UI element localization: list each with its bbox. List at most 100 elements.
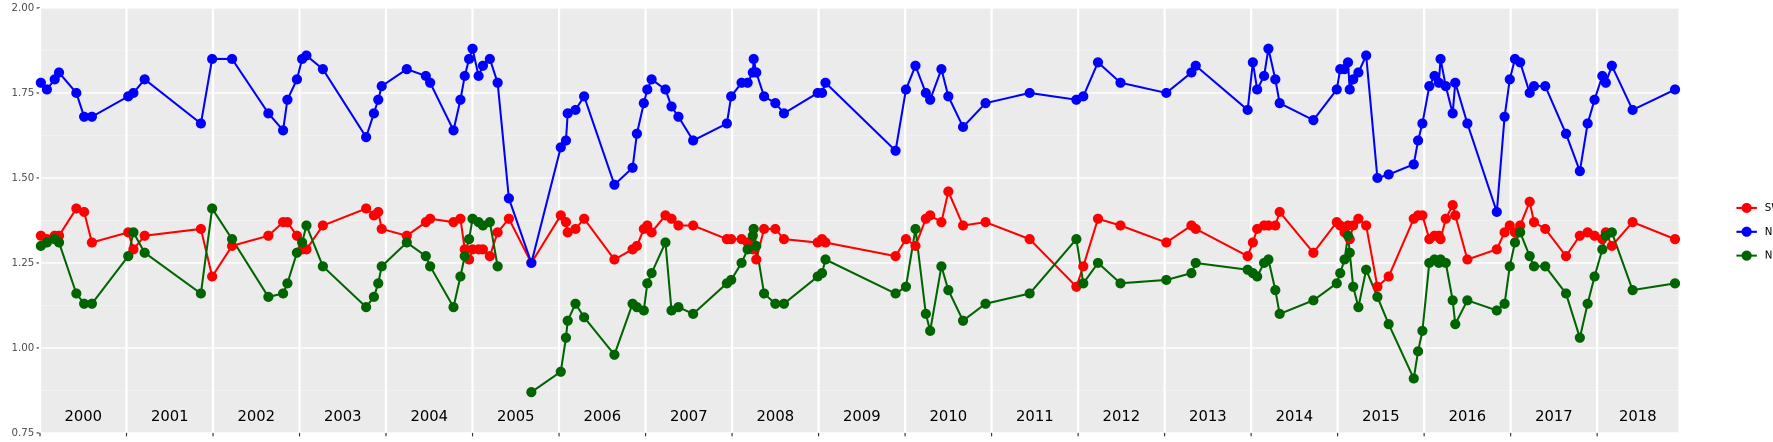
data-point: [1270, 285, 1281, 296]
data-point: [890, 145, 901, 156]
year-label: 2005: [497, 408, 535, 425]
data-point: [1412, 135, 1424, 146]
data-point: [1383, 271, 1394, 282]
data-point: [1344, 247, 1355, 258]
data-point: [742, 244, 753, 255]
data-point: [425, 77, 436, 88]
data-point: [609, 179, 620, 190]
data-point: [666, 213, 677, 224]
data-point: [562, 108, 573, 119]
data-point: [816, 268, 828, 279]
data-point: [820, 254, 831, 265]
data-point: [638, 98, 649, 109]
year-label: 2012: [1103, 408, 1141, 425]
data-point: [1440, 213, 1451, 224]
data-point: [1450, 319, 1461, 330]
data-point: [361, 203, 372, 214]
data-point: [291, 74, 303, 85]
data-point: [925, 94, 936, 105]
data-point: [1528, 81, 1540, 92]
data-point: [373, 278, 384, 289]
year-label: 2016: [1449, 408, 1487, 425]
data-point: [570, 298, 581, 309]
data-point: [282, 217, 293, 228]
data-point: [1024, 288, 1035, 299]
data-point: [627, 162, 638, 173]
data-point: [53, 237, 65, 248]
data-point: [86, 298, 98, 309]
data-point: [1669, 234, 1681, 245]
data-point: [579, 312, 590, 323]
data-point: [742, 77, 753, 88]
data-point: [1574, 332, 1585, 343]
data-point: [980, 298, 991, 309]
data-point: [1509, 237, 1521, 248]
data-point: [492, 227, 503, 238]
data-point: [1627, 285, 1638, 296]
data-point: [758, 223, 770, 235]
year-label: 2004: [410, 408, 448, 425]
data-point: [1274, 206, 1285, 218]
data-point: [373, 206, 384, 218]
data-point: [820, 237, 831, 248]
data-point: [560, 135, 572, 146]
data-point: [467, 43, 478, 54]
data-point: [957, 121, 969, 133]
data-point: [263, 108, 274, 119]
data-point: [1540, 223, 1551, 235]
year-label: 2010: [930, 408, 968, 425]
data-point: [1161, 274, 1172, 286]
data-point: [207, 271, 218, 282]
data-point: [1499, 111, 1510, 122]
data-point: [736, 257, 747, 269]
data-point: [455, 271, 466, 282]
data-point: [1450, 210, 1461, 221]
data-point: [1627, 104, 1638, 116]
data-point: [890, 288, 901, 299]
year-label: 2007: [670, 408, 708, 425]
data-point: [1161, 87, 1172, 99]
data-point: [562, 227, 573, 238]
data-point: [1524, 196, 1535, 207]
data-point: [1540, 261, 1551, 272]
data-point: [778, 108, 790, 119]
data-point: [1600, 77, 1611, 88]
data-point: [1515, 57, 1526, 68]
year-label: 2009: [843, 408, 881, 425]
data-point: [1462, 118, 1473, 129]
data-point: [291, 247, 303, 258]
data-point: [463, 53, 475, 65]
data-point: [943, 285, 954, 296]
data-point: [555, 366, 566, 377]
data-point: [980, 98, 991, 109]
data-point: [758, 288, 770, 299]
data-point: [936, 217, 947, 228]
data-point: [1589, 94, 1600, 105]
data-point: [726, 274, 737, 286]
data-point: [1582, 298, 1593, 309]
data-point: [1242, 104, 1253, 116]
data-point: [770, 223, 781, 235]
data-point: [816, 87, 828, 99]
y-tick-label: 1.75: [12, 88, 35, 99]
data-point: [1190, 257, 1201, 269]
data-point: [1540, 81, 1551, 92]
data-point: [1499, 298, 1510, 309]
data-point: [1361, 220, 1372, 231]
data-point: [1342, 57, 1354, 68]
year-label: 2011: [1016, 408, 1054, 425]
data-point: [910, 223, 921, 235]
data-point: [1071, 234, 1082, 245]
data-point: [376, 223, 387, 235]
data-point: [139, 230, 150, 241]
data-point: [642, 278, 653, 289]
data-point: [560, 217, 572, 228]
data-point: [1491, 305, 1502, 316]
data-point: [1190, 223, 1201, 235]
data-point: [1247, 57, 1258, 68]
data-point: [820, 77, 831, 88]
y-tick-label: 1.50: [12, 173, 35, 184]
data-point: [86, 111, 98, 122]
data-point: [463, 234, 475, 245]
data-point: [890, 251, 901, 262]
